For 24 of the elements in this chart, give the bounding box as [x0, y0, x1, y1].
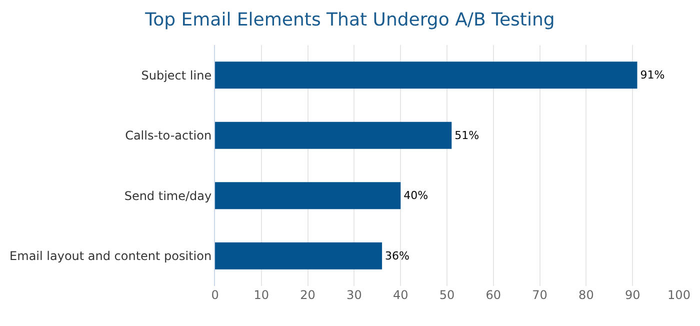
data-label: 91%	[640, 68, 665, 82]
y-tick-label: Email layout and content position	[10, 249, 212, 264]
x-tick-label: 80	[578, 288, 594, 302]
x-tick-label: 60	[486, 288, 502, 302]
data-label: 40%	[404, 189, 428, 202]
data-label: 51%	[454, 128, 480, 142]
x-tick-label: 40	[392, 288, 408, 302]
x-tick-label: 100	[668, 288, 690, 302]
x-tick-label: 70	[532, 288, 548, 302]
x-tick-label: 50	[439, 288, 455, 302]
x-tick-label: 20	[300, 288, 316, 302]
bar	[215, 62, 638, 89]
bar	[215, 182, 401, 210]
bar	[215, 242, 382, 270]
y-tick-label: Calls-to-action	[125, 128, 212, 143]
bar	[215, 122, 452, 149]
y-tick-label: Send time/day	[124, 188, 212, 203]
x-tick-label: 0	[211, 288, 219, 302]
data-label: 36%	[385, 249, 410, 262]
x-tick-label: 90	[624, 288, 640, 302]
x-tick-label: 30	[346, 288, 362, 302]
y-tick-label: Subject line	[141, 68, 212, 82]
x-tick-label: 10	[254, 288, 270, 302]
chart-title: Top Email Elements That Undergo A/B Testing	[144, 10, 555, 31]
